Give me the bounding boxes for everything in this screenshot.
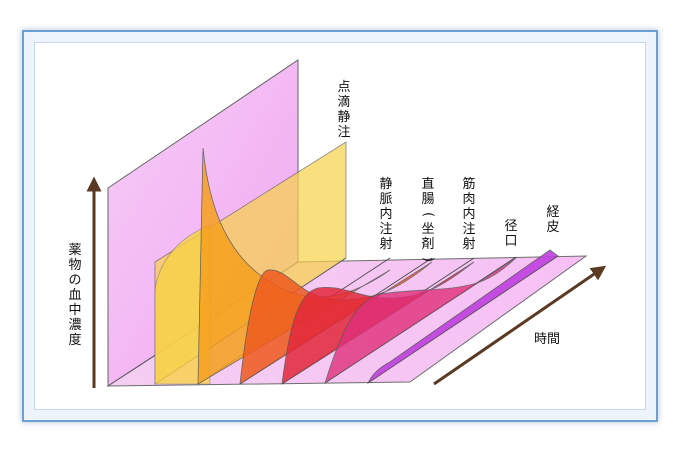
y-axis-label: 薬物の血中濃度 xyxy=(68,243,82,348)
route-label-infusion: 点滴静注 xyxy=(337,80,351,140)
curve-transdermal xyxy=(366,249,559,385)
x-axis-label: 時間 xyxy=(534,332,561,347)
route-label-intramuscular: 筋肉内注射 xyxy=(462,177,476,252)
curve-oral xyxy=(324,257,517,384)
route-label-rectal: 直腸(坐剤) xyxy=(420,177,436,263)
route-label-oral: 径口 xyxy=(504,219,518,249)
x-axis-arrow xyxy=(433,265,607,386)
route-label-transdermal: 経皮 xyxy=(546,205,560,235)
route-label-iv-injection: 静脈内注射 xyxy=(379,177,393,252)
